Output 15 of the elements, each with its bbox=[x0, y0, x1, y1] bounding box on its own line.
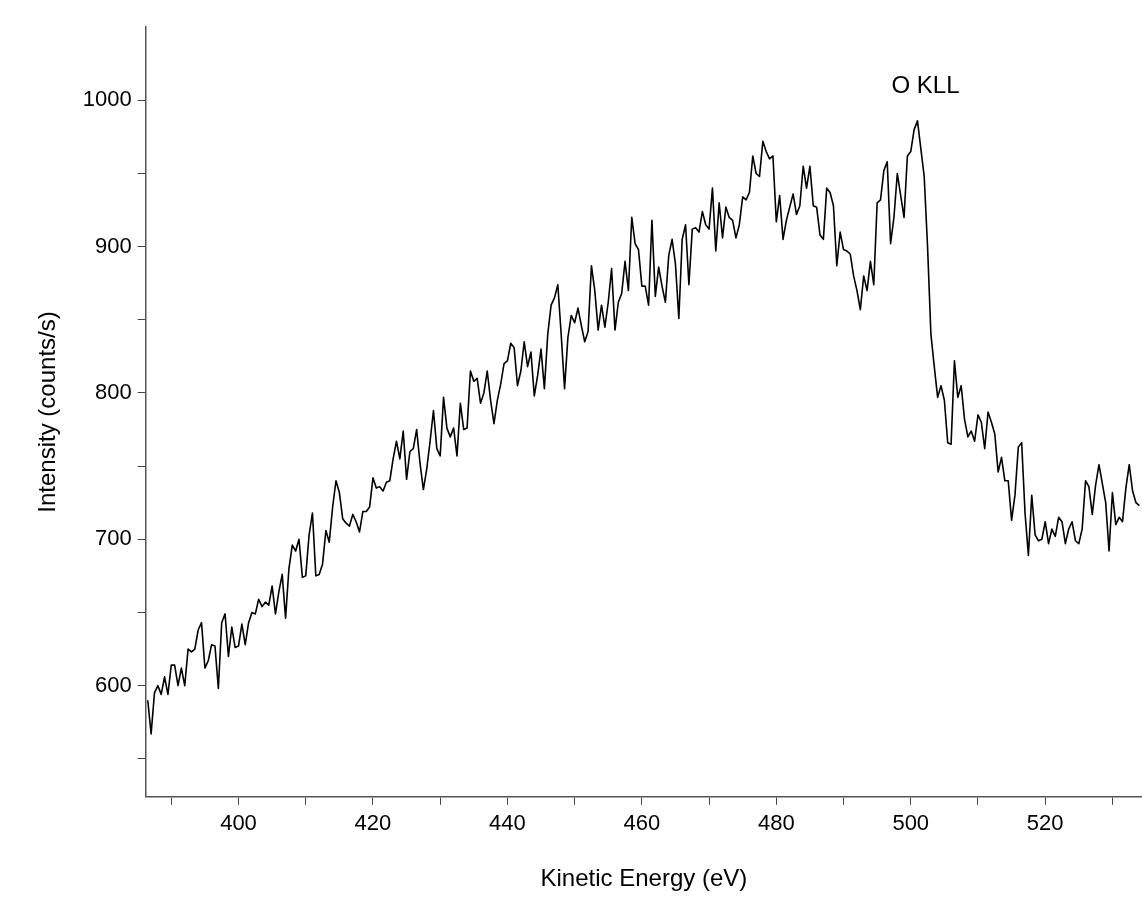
y-tick-label: 800 bbox=[95, 379, 132, 405]
y-tick-label: 900 bbox=[95, 232, 132, 258]
x-tick-label: 440 bbox=[489, 810, 526, 836]
x-axis-title: Kinetic Energy (eV) bbox=[540, 864, 748, 892]
annotation: O KLL bbox=[891, 71, 960, 99]
y-tick-label: 600 bbox=[95, 671, 132, 697]
x-tick-label: 400 bbox=[220, 810, 257, 836]
x-tick-label: 420 bbox=[354, 810, 392, 836]
x-tick-label: 500 bbox=[892, 810, 930, 836]
y-tick-label: 700 bbox=[95, 525, 132, 551]
y-axis-title: Intensity (counts/s) bbox=[33, 311, 61, 513]
y-tick-label: 1000 bbox=[82, 86, 132, 112]
x-tick-label: 480 bbox=[757, 810, 795, 836]
x-tick-label: 520 bbox=[1026, 810, 1064, 836]
x-tick-label: 460 bbox=[623, 810, 661, 836]
